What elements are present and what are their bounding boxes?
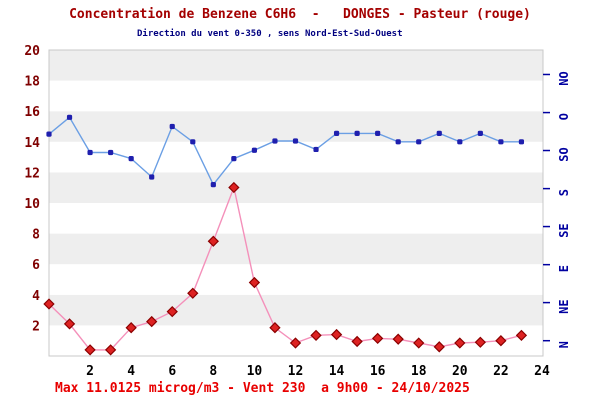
- benzene-point: [413, 337, 425, 349]
- benzene-point: [371, 332, 384, 345]
- vent-point: [190, 139, 196, 145]
- benzene-point: [433, 341, 445, 353]
- x-axis-label: 22: [493, 364, 509, 379]
- x-axis-label: 8: [209, 364, 217, 379]
- plot-band: [49, 172, 543, 203]
- vent-point: [149, 174, 155, 180]
- vent-point: [354, 130, 360, 136]
- right-axis-label: E: [557, 265, 571, 272]
- x-axis-label: 6: [168, 364, 176, 379]
- benzene-point: [207, 235, 219, 247]
- plot-band: [49, 141, 543, 173]
- benzene-point: [351, 335, 363, 348]
- vent-point: [108, 149, 114, 156]
- x-axis-label: 4: [127, 364, 135, 379]
- benzene-point: [43, 298, 55, 310]
- plot-border: [48, 49, 544, 357]
- chart-title: Concentration de Benzene C6H6 - DONGES -…: [69, 7, 531, 22]
- benzene-point: [187, 287, 199, 299]
- vent-point: [210, 182, 216, 188]
- vent-point: [292, 138, 299, 144]
- plot-band: [49, 80, 543, 112]
- benzene-point: [248, 276, 261, 289]
- plot-band: [49, 50, 543, 81]
- x-axis-label: 16: [370, 364, 386, 379]
- left-axis-label: 14: [24, 136, 40, 151]
- x-axis-label: 14: [329, 364, 345, 379]
- chart-footnote: Max 11.0125 microg/m3 - Vent 230 a 9h00 …: [55, 381, 470, 396]
- left-axis-label: 8: [32, 228, 40, 243]
- benzene-point: [515, 329, 528, 342]
- plot-band: [49, 264, 543, 295]
- vent-point: [87, 149, 93, 156]
- right-axis-label: O: [557, 113, 571, 120]
- left-axis-label: 20: [24, 44, 40, 59]
- vent-point: [66, 114, 73, 120]
- x-axis-label: 18: [411, 364, 427, 379]
- benzene-point: [166, 305, 178, 318]
- vent-point: [46, 131, 52, 137]
- vent-point: [395, 139, 401, 145]
- vent-line: [48, 116, 522, 186]
- benzene-point: [310, 329, 322, 342]
- benzene-point: [228, 181, 240, 194]
- left-axis-label: 16: [24, 105, 40, 120]
- vent-point: [436, 130, 442, 136]
- benzene-point: [392, 333, 404, 345]
- right-axis-label: SO: [557, 147, 571, 161]
- plot-band: [49, 203, 543, 234]
- vent-point: [128, 156, 134, 162]
- benzene-point: [495, 335, 507, 347]
- right-axis-label: NO: [557, 71, 571, 85]
- vent-point: [272, 138, 278, 144]
- vent-point: [333, 130, 340, 136]
- left-axis-label: 10: [24, 197, 40, 212]
- vent-point: [477, 130, 483, 136]
- x-axis-label: 24: [534, 364, 550, 379]
- right-axis-label: N: [557, 341, 571, 348]
- plot-band: [49, 233, 543, 265]
- vent-point: [518, 139, 525, 145]
- benzene-point: [63, 318, 76, 330]
- x-axis-label: 20: [452, 364, 468, 379]
- vent-point: [313, 146, 319, 153]
- left-axis-label: 2: [32, 319, 40, 334]
- benzene-point: [104, 344, 117, 356]
- benzene-point: [289, 337, 302, 349]
- benzene-point: [474, 336, 487, 348]
- x-axis-label: 12: [288, 364, 304, 379]
- benzene-point: [330, 328, 343, 341]
- benzene-point: [125, 322, 137, 334]
- right-axis-label: SE: [557, 223, 571, 237]
- x-axis-label: 2: [86, 364, 94, 379]
- vent-point: [416, 139, 422, 145]
- vent-point: [251, 147, 258, 153]
- vent-point: [231, 156, 237, 162]
- plot-band: [49, 294, 543, 326]
- chart-subtitle: Direction du vent 0-350 , sens Nord-Est-…: [137, 29, 403, 39]
- benzene-point: [146, 315, 158, 328]
- vent-point: [375, 130, 381, 136]
- left-axis-label: 18: [24, 75, 40, 90]
- right-axis-label: S: [557, 189, 571, 196]
- vent-point: [457, 139, 463, 145]
- right-axis-label: NE: [557, 299, 571, 313]
- plot-band: [49, 111, 543, 142]
- left-axis-label: 4: [32, 289, 40, 304]
- vent-point: [169, 123, 175, 130]
- benzene-point: [84, 344, 96, 356]
- left-axis-label: 12: [24, 166, 40, 181]
- benzene-point: [269, 322, 281, 334]
- vent-point: [498, 139, 504, 145]
- x-axis-label: 10: [247, 364, 263, 379]
- left-axis-label: 6: [32, 258, 40, 273]
- benzene-point: [454, 337, 466, 349]
